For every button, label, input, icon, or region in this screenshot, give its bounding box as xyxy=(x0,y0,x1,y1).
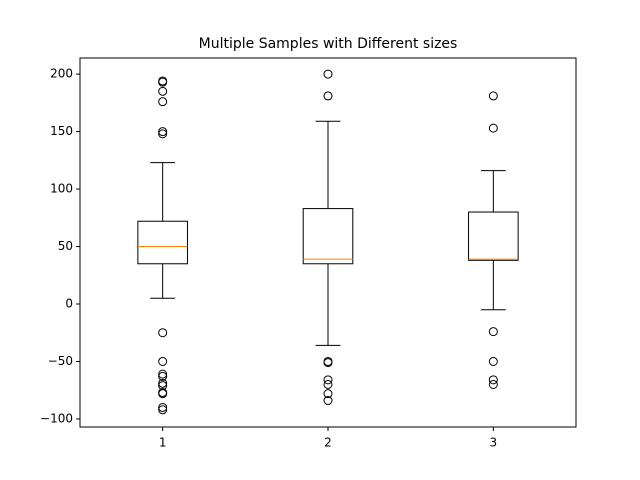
y-tick-label: 50 xyxy=(58,239,73,253)
y-tick-label: 0 xyxy=(65,297,73,311)
flier xyxy=(158,77,168,87)
flier xyxy=(488,379,498,389)
flier xyxy=(323,396,333,406)
flier xyxy=(323,69,333,79)
flier xyxy=(488,375,498,385)
y-tick-label: −50 xyxy=(48,354,73,368)
flier xyxy=(158,97,168,107)
flier xyxy=(323,91,333,101)
x-tick-label: 3 xyxy=(490,436,498,450)
flier xyxy=(158,328,168,338)
flier xyxy=(158,402,168,412)
y-tick-label: 150 xyxy=(50,124,73,138)
y-tick-label: 100 xyxy=(50,182,73,196)
flier xyxy=(323,375,333,385)
flier xyxy=(158,405,168,415)
flier xyxy=(488,91,498,101)
flier xyxy=(158,129,168,139)
y-tick-label: 200 xyxy=(50,67,73,81)
x-tick-label: 1 xyxy=(159,436,167,450)
flier xyxy=(158,127,168,137)
x-tick-label: 2 xyxy=(324,436,332,450)
flier xyxy=(488,356,498,366)
flier xyxy=(323,379,333,389)
flier xyxy=(158,389,168,399)
flier xyxy=(488,123,498,133)
flier xyxy=(323,389,333,399)
flier xyxy=(323,358,333,368)
box xyxy=(302,208,354,265)
box xyxy=(137,220,188,265)
flier xyxy=(158,369,168,379)
flier xyxy=(158,86,168,96)
box xyxy=(468,211,519,261)
y-tick-label: −100 xyxy=(40,411,73,425)
flier xyxy=(158,378,168,388)
flier xyxy=(158,356,168,366)
chart-title: Multiple Samples with Different sizes xyxy=(199,36,458,52)
flier xyxy=(158,371,168,381)
flier xyxy=(488,327,498,337)
